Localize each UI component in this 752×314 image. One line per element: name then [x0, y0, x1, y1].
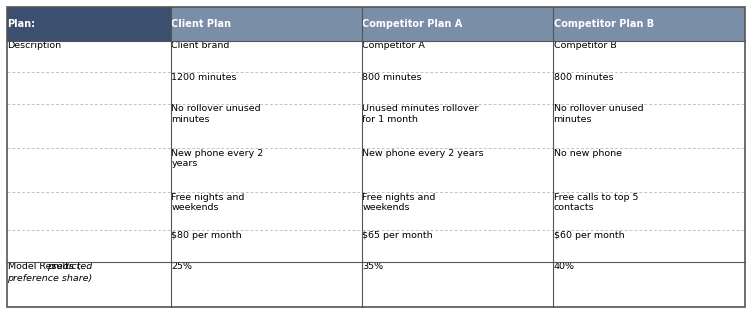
Text: Description: Description [8, 41, 62, 50]
Bar [7, 104, 171, 148]
Text: 1200 minutes: 1200 minutes [171, 73, 237, 82]
Bar [553, 262, 745, 307]
Text: 800 minutes: 800 minutes [362, 73, 422, 82]
Text: 35%: 35% [362, 262, 384, 271]
Text: predicted: predicted [47, 262, 92, 271]
Text: No rollover unused
minutes: No rollover unused minutes [171, 105, 261, 124]
Bar [362, 41, 553, 73]
Text: No rollover unused
minutes: No rollover unused minutes [553, 105, 643, 124]
Text: $65 per month: $65 per month [362, 230, 433, 240]
Text: New phone every 2
years: New phone every 2 years [171, 149, 264, 168]
Bar [553, 148, 745, 192]
Text: Free calls to top 5
contacts: Free calls to top 5 contacts [553, 193, 638, 212]
Bar [7, 7, 171, 41]
Bar [362, 192, 553, 230]
Bar [7, 148, 171, 192]
Text: Competitor B: Competitor B [553, 41, 617, 50]
Text: Free nights and
weekends: Free nights and weekends [362, 193, 436, 212]
Bar [171, 148, 362, 192]
Bar [553, 192, 745, 230]
Bar [362, 262, 553, 307]
Text: preference share): preference share) [8, 274, 92, 284]
Bar [171, 104, 362, 148]
Text: Competitor A: Competitor A [362, 41, 426, 50]
Bar [171, 192, 362, 230]
Bar [553, 104, 745, 148]
Bar [7, 73, 171, 104]
Text: 25%: 25% [171, 262, 193, 271]
Text: No new phone: No new phone [553, 149, 622, 158]
Text: Plan:: Plan: [8, 19, 35, 29]
Bar [362, 104, 553, 148]
Bar [7, 262, 171, 307]
Text: Free nights and
weekends: Free nights and weekends [171, 193, 244, 212]
Text: $60 per month: $60 per month [553, 230, 624, 240]
Bar [553, 230, 745, 262]
Bar [362, 73, 553, 104]
Text: Competitor Plan B: Competitor Plan B [553, 19, 653, 29]
Bar [171, 41, 362, 73]
Bar [171, 73, 362, 104]
Bar [7, 230, 171, 262]
Text: $80 per month: $80 per month [171, 230, 242, 240]
Text: 800 minutes: 800 minutes [553, 73, 613, 82]
Bar [171, 230, 362, 262]
Text: Client brand: Client brand [171, 41, 229, 50]
Bar [171, 7, 362, 41]
Bar [362, 7, 553, 41]
Bar [553, 7, 745, 41]
Bar [362, 230, 553, 262]
Bar [7, 41, 171, 73]
Text: 40%: 40% [553, 262, 575, 271]
Text: Model Results (: Model Results ( [8, 262, 80, 271]
Bar [171, 262, 362, 307]
Text: Competitor Plan A: Competitor Plan A [362, 19, 462, 29]
Bar [553, 41, 745, 73]
Text: Unused minutes rollover
for 1 month: Unused minutes rollover for 1 month [362, 105, 479, 124]
Bar [362, 148, 553, 192]
Text: Client Plan: Client Plan [171, 19, 232, 29]
Text: New phone every 2 years: New phone every 2 years [362, 149, 484, 158]
Bar [7, 192, 171, 230]
Bar [553, 73, 745, 104]
